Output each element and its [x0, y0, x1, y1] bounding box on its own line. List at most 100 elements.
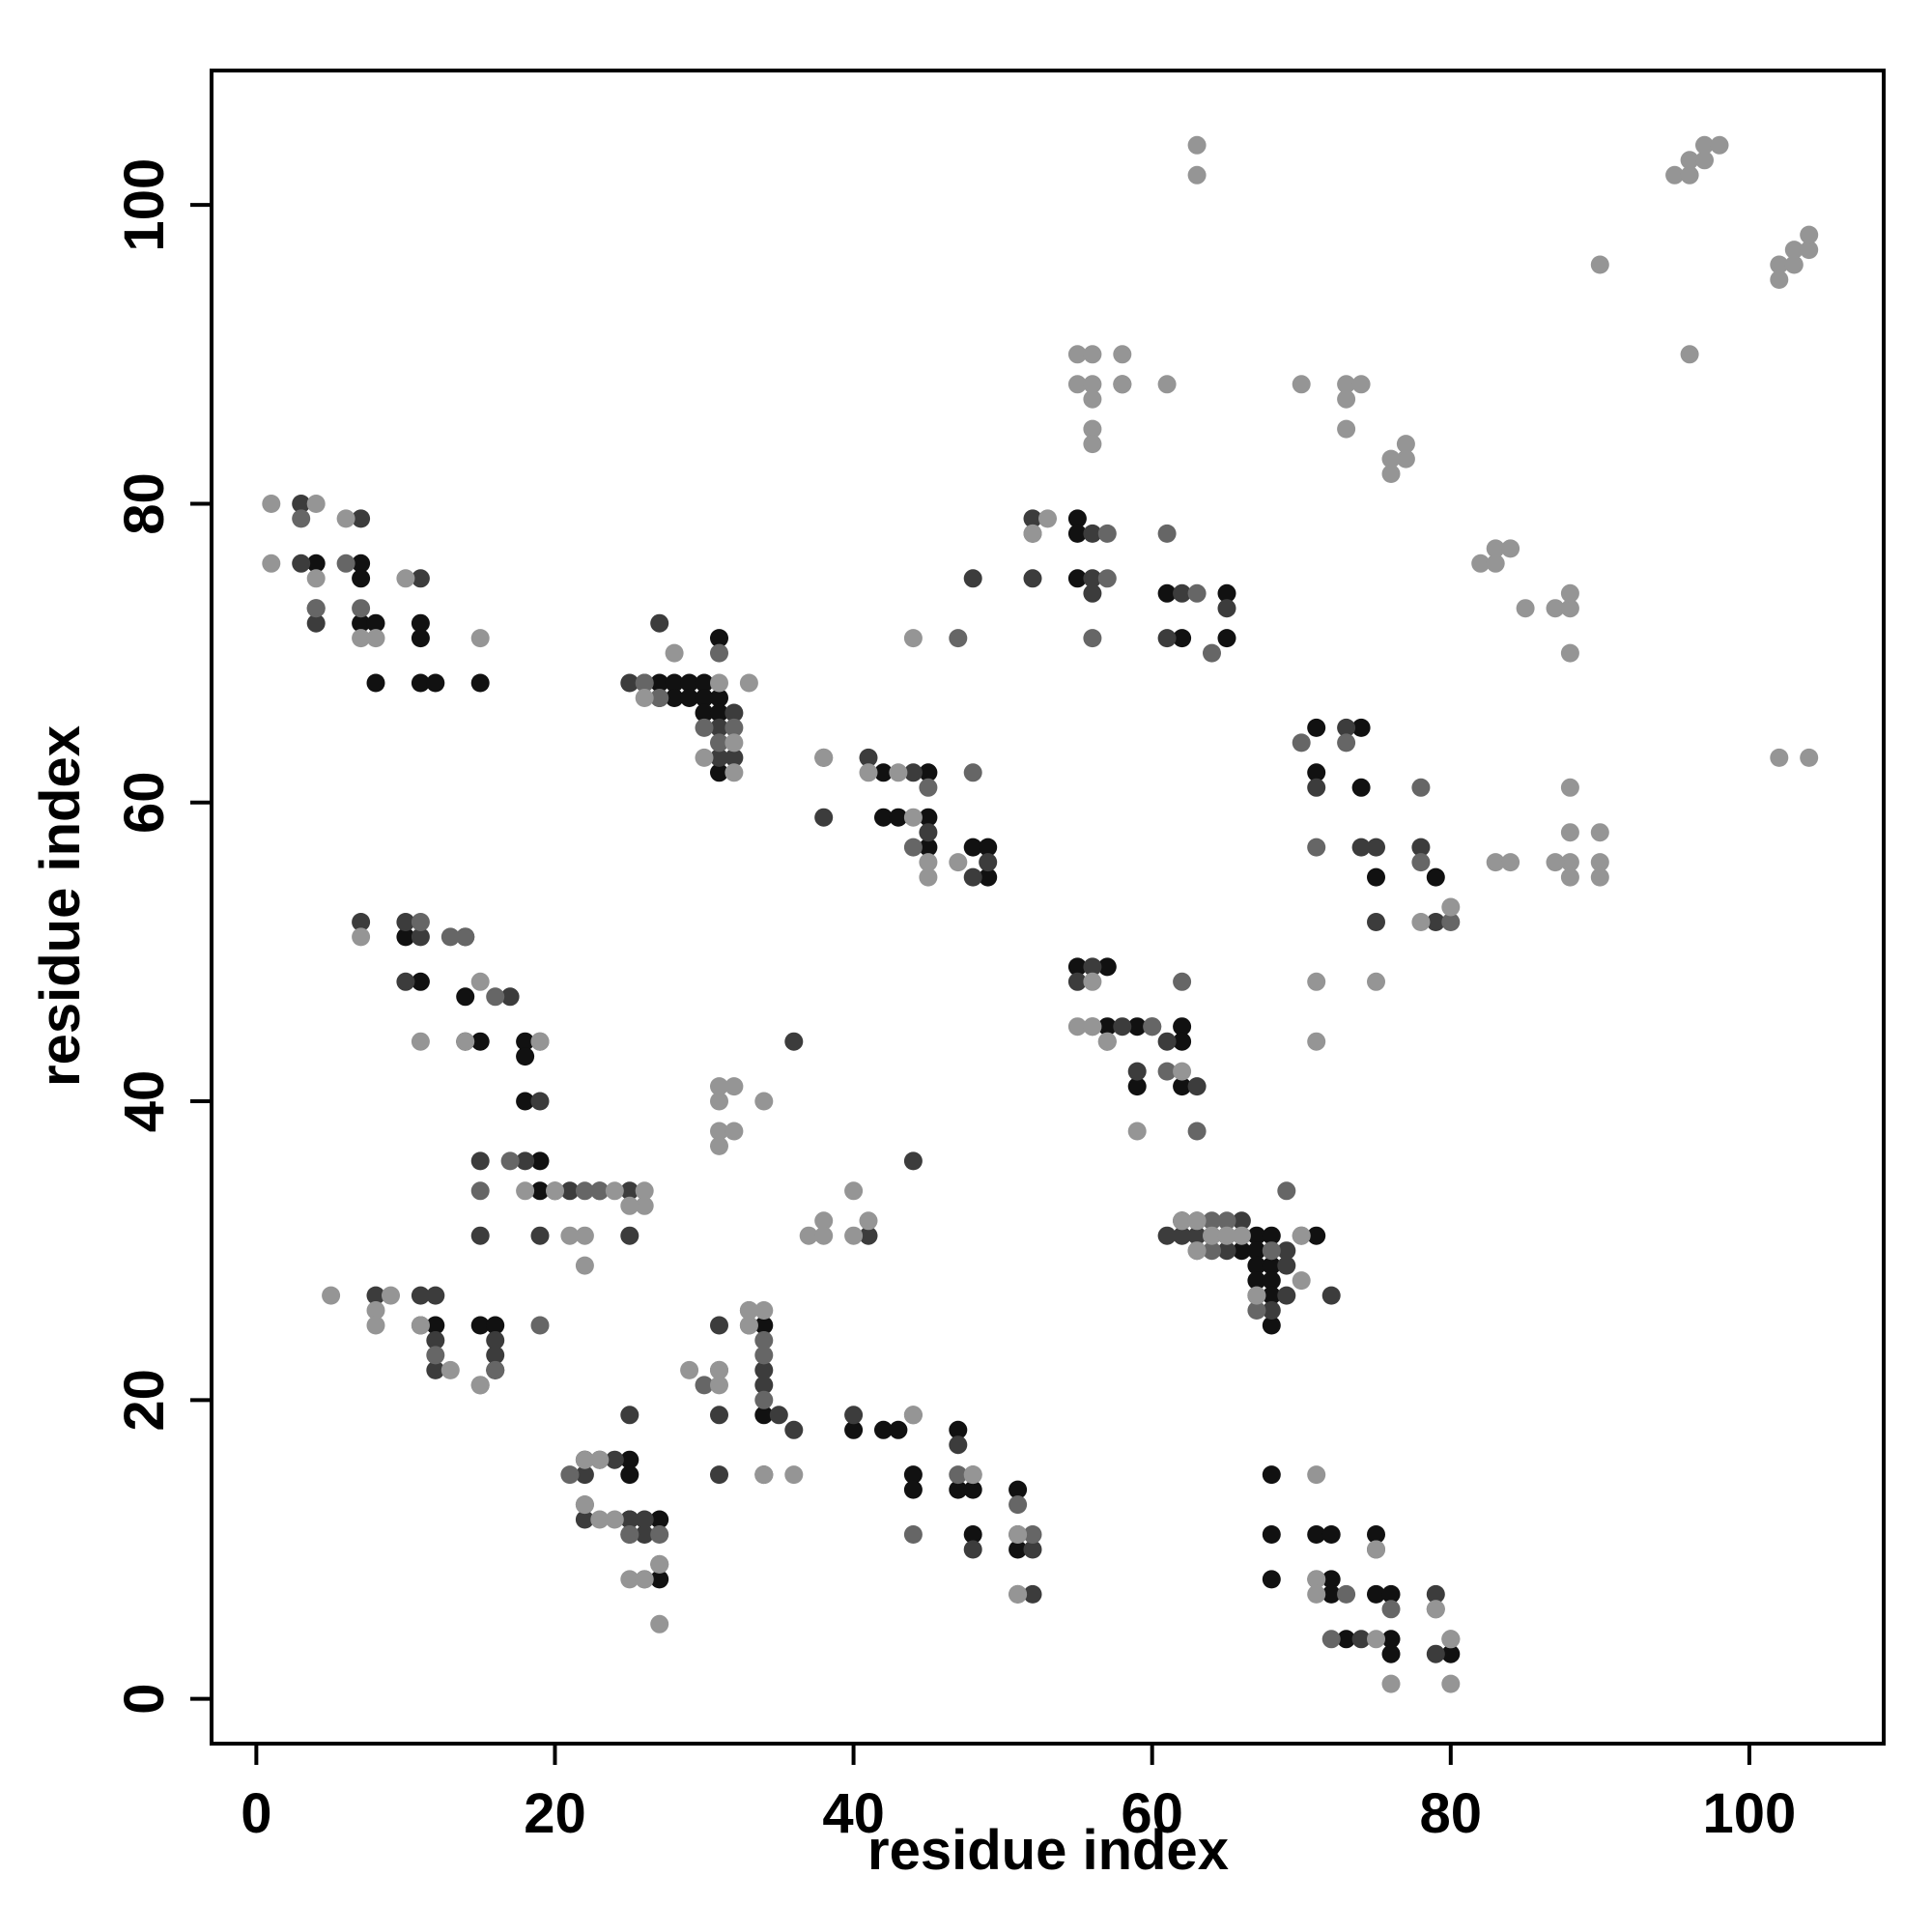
- data-point: [366, 629, 385, 648]
- data-point: [1770, 255, 1789, 274]
- data-point: [1127, 1017, 1147, 1037]
- data-point: [605, 1510, 624, 1529]
- data-point: [1067, 375, 1087, 394]
- data-point: [590, 1510, 610, 1529]
- data-point: [486, 1331, 505, 1350]
- data-point: [1292, 375, 1311, 394]
- data-point: [1426, 867, 1445, 887]
- data-point: [620, 1465, 639, 1485]
- data-point: [710, 1376, 728, 1395]
- data-point: [919, 778, 938, 797]
- data-point: [1262, 1465, 1281, 1485]
- data-point: [724, 763, 744, 782]
- data-point: [919, 808, 938, 827]
- data-point: [1426, 913, 1445, 931]
- data-point: [635, 1510, 654, 1529]
- data-point: [1262, 1570, 1281, 1589]
- data-point: [1143, 1017, 1162, 1037]
- x-tick-label: 0: [241, 1782, 271, 1845]
- data-point: [963, 1465, 982, 1485]
- data-point: [1083, 972, 1102, 991]
- data-point: [352, 599, 371, 618]
- data-point: [605, 1181, 624, 1201]
- data-point: [411, 1286, 430, 1305]
- data-point: [306, 613, 326, 633]
- data-point: [1546, 599, 1565, 618]
- data-point: [1590, 255, 1609, 274]
- data-point: [1321, 1286, 1341, 1305]
- data-point: [1262, 1226, 1281, 1245]
- data-point: [1083, 419, 1102, 439]
- data-point: [710, 629, 728, 648]
- data-point: [844, 1181, 864, 1201]
- data-point: [710, 673, 728, 693]
- data-point: [620, 1406, 639, 1425]
- data-point: [411, 927, 430, 947]
- y-axis-ticks: 0 20 40 60 80 100: [113, 158, 212, 1715]
- data-point: [1411, 778, 1431, 797]
- data-point: [1038, 509, 1057, 528]
- data-point: [1307, 1584, 1326, 1604]
- data-point: [754, 1346, 774, 1365]
- data-point: [859, 1211, 878, 1231]
- data-point: [1471, 554, 1491, 573]
- data-point: [844, 1420, 864, 1439]
- data-point: [620, 1196, 639, 1215]
- data-point: [1247, 1256, 1266, 1275]
- data-point: [1800, 748, 1819, 767]
- data-point: [665, 689, 684, 707]
- data-point: [1067, 972, 1087, 991]
- plot-frame: [210, 69, 1886, 1746]
- data-point: [859, 763, 878, 782]
- data-point: [352, 554, 371, 573]
- data-point: [1173, 629, 1192, 648]
- data-point: [336, 554, 355, 573]
- data-point: [426, 1346, 445, 1365]
- data-point: [739, 1301, 758, 1320]
- data-point: [1590, 853, 1609, 872]
- data-point: [1367, 1540, 1385, 1559]
- x-axis-ticks: 0 20 40 60 80 100: [241, 1744, 1796, 1845]
- data-point: [963, 867, 982, 887]
- data-point: [1157, 1032, 1177, 1051]
- data-point: [874, 763, 893, 782]
- data-point: [396, 927, 415, 947]
- data-point: [1097, 1017, 1117, 1037]
- data-point: [382, 1286, 400, 1305]
- data-point: [1441, 1630, 1461, 1649]
- data-point: [620, 1525, 639, 1544]
- data-point: [1173, 1211, 1192, 1231]
- data-point: [1247, 1301, 1266, 1320]
- data-point: [1560, 867, 1579, 887]
- data-point: [1097, 524, 1117, 543]
- data-point: [710, 1465, 728, 1485]
- data-point: [1067, 345, 1087, 364]
- data-point: [1590, 867, 1609, 887]
- data-point: [710, 643, 728, 663]
- data-point: [322, 1286, 341, 1305]
- data-point: [1067, 957, 1087, 977]
- data-point: [352, 569, 371, 588]
- data-point: [1173, 1062, 1192, 1081]
- data-point: [1426, 1584, 1445, 1604]
- data-point: [784, 1420, 804, 1439]
- data-point: [1441, 897, 1461, 917]
- data-point: [919, 823, 938, 842]
- data-point: [754, 1465, 774, 1485]
- data-point: [889, 808, 908, 827]
- data-point: [1157, 524, 1177, 543]
- data-point: [650, 1525, 669, 1544]
- data-point: [1770, 748, 1789, 767]
- data-point: [1665, 165, 1685, 185]
- data-point: [470, 1316, 490, 1335]
- data-point: [1351, 718, 1371, 737]
- data-point: [1127, 1077, 1147, 1096]
- data-point: [396, 569, 415, 588]
- data-point: [1337, 733, 1356, 753]
- data-point: [470, 1376, 490, 1395]
- data-point: [575, 1181, 594, 1201]
- data-point: [635, 1525, 654, 1544]
- data-point: [1009, 1584, 1028, 1604]
- data-point: [530, 1316, 550, 1335]
